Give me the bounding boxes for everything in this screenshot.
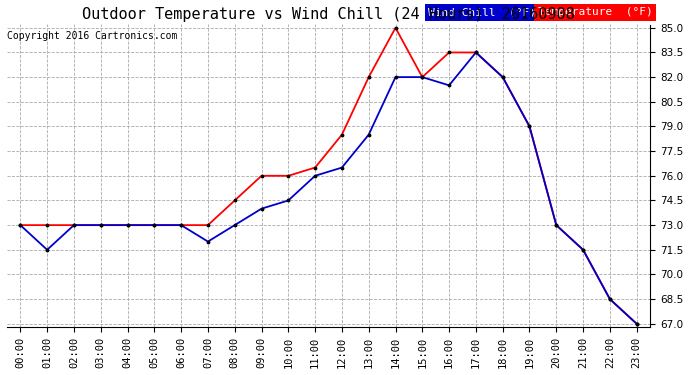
Title: Outdoor Temperature vs Wind Chill (24 Hours)  20160908: Outdoor Temperature vs Wind Chill (24 Ho… xyxy=(82,7,575,22)
Text: Temperature  (°F): Temperature (°F) xyxy=(538,8,652,17)
Text: Wind Chill  (°F): Wind Chill (°F) xyxy=(428,8,536,17)
Text: Copyright 2016 Cartronics.com: Copyright 2016 Cartronics.com xyxy=(7,32,177,41)
